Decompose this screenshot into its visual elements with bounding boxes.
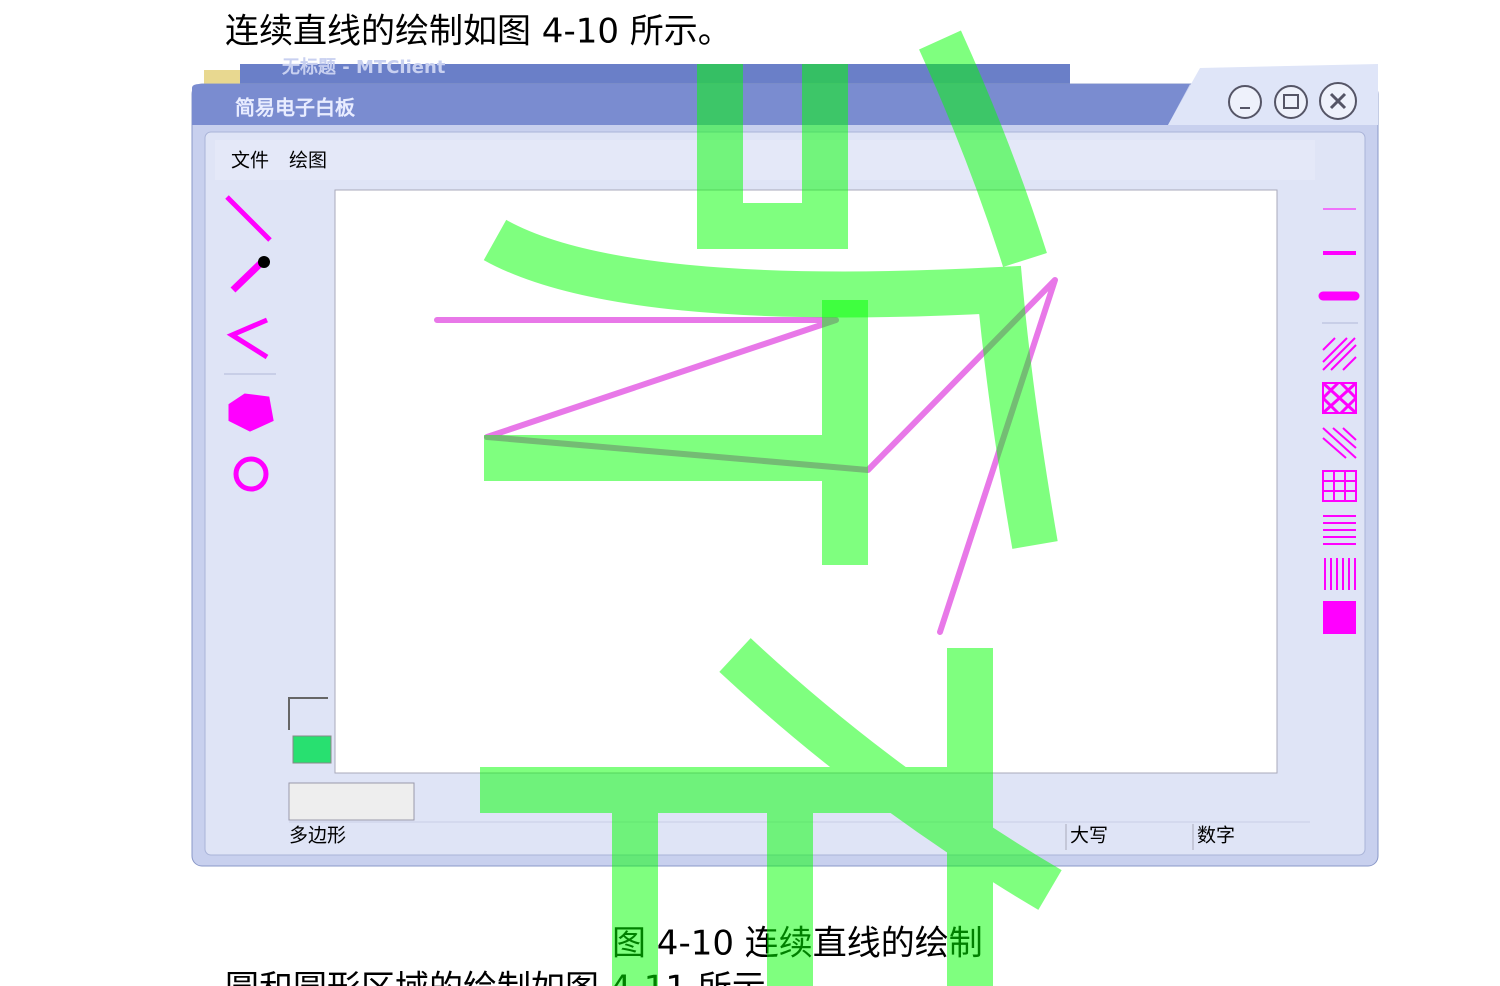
hatch-pattern [1322,337,1357,371]
tool-circle[interactable] [233,456,269,492]
tool-polygon-fill[interactable] [228,393,274,432]
back-window-bar [240,64,1070,86]
window-buttons [1228,82,1357,120]
hatch-option[interactable] [1322,427,1357,459]
right-toolbar [1318,208,1360,634]
watermark-stroke [483,219,1058,549]
hatch-pattern [1321,381,1358,415]
menu-bar [215,140,1315,180]
status-text: 多边形 [289,825,346,847]
hatch-option[interactable] [1324,558,1356,590]
menu-item[interactable]: 文件 [231,150,269,172]
solid-option[interactable] [1323,601,1356,634]
watermark-stroke [697,64,848,249]
menu-item[interactable]: 绘图 [289,150,327,172]
color-box [288,697,328,730]
watermark-stroke [919,30,1047,267]
icon [1329,92,1347,110]
pen-tip [258,256,270,268]
icon [1283,94,1299,109]
tool-line[interactable] [225,195,272,242]
back-window-title: 无标题 - MTClient [282,56,446,78]
status-input [288,782,415,821]
footer-text: 圆和圆形区域的绘制如图 4-11 所示。 [225,969,800,986]
watermark-stroke [484,300,868,565]
watermark [480,30,1062,986]
window-title: 简易电子白板 [235,96,356,120]
minimize-button[interactable] [1228,85,1262,119]
current-color [292,735,332,764]
header-text: 连续直线的绘制如图 4-10 所示。 [225,12,732,52]
status-text: 数字 [1197,825,1235,847]
tool-pen[interactable] [230,259,265,293]
hatch-option[interactable] [1323,515,1356,545]
left-toolbar [224,195,276,492]
status-text: 大写 [1070,825,1108,847]
hatch-option[interactable] [1322,470,1357,502]
watermark-stroke [480,638,1062,986]
tool-polyline[interactable] [226,317,269,360]
maximize-button[interactable] [1274,85,1308,119]
